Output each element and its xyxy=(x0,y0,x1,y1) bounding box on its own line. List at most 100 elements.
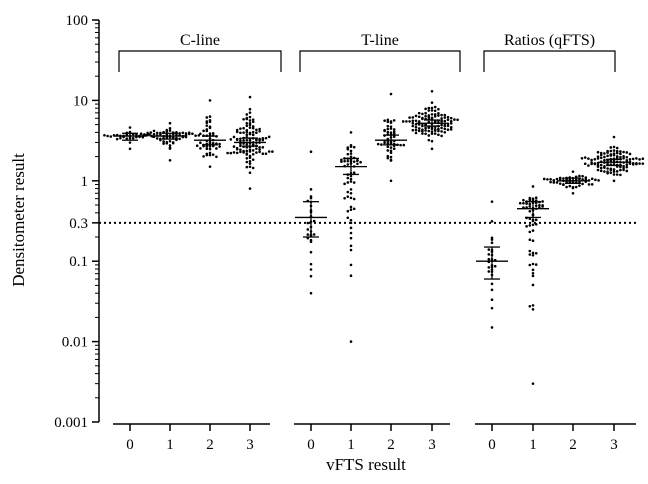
data-point xyxy=(165,133,169,137)
data-point xyxy=(309,188,313,191)
data-point xyxy=(386,130,390,134)
data-point xyxy=(251,143,255,146)
data-point xyxy=(208,153,212,157)
data-point xyxy=(437,129,440,133)
data-point xyxy=(606,167,609,170)
data-point xyxy=(184,132,188,135)
data-point xyxy=(159,138,162,142)
data-point xyxy=(235,147,239,151)
data-point xyxy=(239,148,242,151)
data-point xyxy=(446,118,450,122)
data-point xyxy=(622,168,625,172)
data-point xyxy=(440,120,443,123)
data-point xyxy=(248,165,252,169)
data-point xyxy=(392,147,396,151)
data-point xyxy=(612,168,616,171)
data-point xyxy=(205,124,209,127)
data-point xyxy=(587,157,590,160)
data-point xyxy=(414,131,418,135)
data-point xyxy=(245,156,249,160)
data-point xyxy=(359,160,362,164)
data-point xyxy=(615,155,619,158)
data-point xyxy=(248,123,252,127)
group-brackets: C-line T-line Ratios (qFTS) xyxy=(118,32,616,72)
data-point xyxy=(625,158,629,162)
data-point xyxy=(245,113,249,116)
data-point xyxy=(443,113,447,117)
data-point xyxy=(622,150,625,154)
data-point xyxy=(433,109,437,113)
data-point xyxy=(625,155,629,159)
data-point xyxy=(628,162,632,165)
data-point xyxy=(349,174,353,178)
data-point xyxy=(593,162,597,165)
data-point xyxy=(343,159,346,163)
data-point xyxy=(349,149,353,153)
data-point xyxy=(574,175,578,179)
data-point xyxy=(106,134,109,138)
data-point xyxy=(487,253,491,256)
data-point xyxy=(251,133,255,137)
y-tick-label: 0.1 xyxy=(69,254,88,270)
data-point xyxy=(558,176,562,180)
data-point xyxy=(143,133,146,136)
data-point xyxy=(437,107,440,111)
data-point xyxy=(251,166,255,170)
data-point xyxy=(525,202,528,205)
data-point xyxy=(248,115,252,119)
x-tick-label: 2 xyxy=(569,437,577,453)
data-point xyxy=(239,142,242,146)
data-point xyxy=(490,298,494,301)
data-point xyxy=(349,340,353,343)
data-point xyxy=(619,155,622,159)
data-point xyxy=(386,124,390,128)
data-point xyxy=(349,274,353,278)
data-point xyxy=(139,132,143,135)
data-point xyxy=(386,156,390,160)
data-point xyxy=(612,149,616,152)
data-point xyxy=(239,139,242,143)
data-point xyxy=(248,154,252,158)
data-point xyxy=(542,177,546,181)
data-point xyxy=(389,179,393,183)
data-point xyxy=(376,142,380,146)
data-point xyxy=(581,178,584,181)
data-point xyxy=(631,161,635,165)
data-point xyxy=(597,179,600,182)
data-point xyxy=(383,141,386,145)
data-point xyxy=(306,221,310,225)
data-point xyxy=(619,173,622,177)
data-point xyxy=(346,209,350,213)
data-point xyxy=(349,226,353,230)
data-point xyxy=(251,118,255,121)
group-bracket xyxy=(118,50,282,72)
y-tick-label: 100 xyxy=(66,13,89,29)
data-point xyxy=(411,128,415,132)
data-point xyxy=(427,129,431,133)
data-point xyxy=(612,173,616,176)
data-point xyxy=(421,116,424,120)
data-point xyxy=(199,147,202,150)
data-point xyxy=(584,178,588,181)
data-point xyxy=(162,142,165,145)
data-point xyxy=(245,165,249,169)
data-point xyxy=(531,253,535,257)
data-point xyxy=(534,218,538,222)
y-axis-title: Densitometer result xyxy=(9,153,28,287)
data-point xyxy=(235,138,239,142)
data-point xyxy=(181,131,185,135)
data-point xyxy=(168,139,172,143)
data-point xyxy=(171,141,175,144)
data-point xyxy=(531,283,535,287)
data-point xyxy=(155,137,159,140)
data-point xyxy=(208,151,212,155)
data-point xyxy=(549,180,552,184)
data-point xyxy=(562,183,565,187)
data-point xyxy=(205,121,209,125)
data-point xyxy=(615,151,619,155)
data-point xyxy=(581,174,584,178)
data-point xyxy=(349,208,353,212)
data-point xyxy=(401,120,405,123)
data-point xyxy=(309,262,313,266)
data-point xyxy=(528,263,532,267)
